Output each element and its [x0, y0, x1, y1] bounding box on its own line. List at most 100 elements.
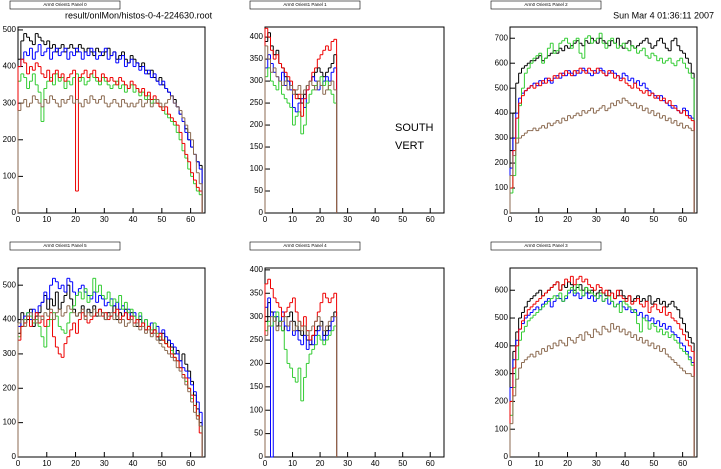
pad-title: Arm0 Orient1 Panel 3: [524, 243, 568, 248]
y-tick-label: 0: [12, 208, 17, 217]
x-tick-label: 20: [71, 459, 80, 468]
y-tick-label: 50: [254, 186, 263, 195]
y-tick-label: 200: [250, 359, 264, 368]
x-tick-label: 0: [508, 459, 513, 468]
pad-title: Arm0 Orient1 Panel 5: [43, 243, 87, 248]
x-tick-label: 30: [343, 459, 352, 468]
x-tick-label: 20: [563, 459, 572, 468]
x-tick-label: 20: [563, 215, 572, 224]
y-tick-label: 500: [3, 280, 17, 289]
y-tick-label: 200: [3, 135, 17, 144]
file-path: result/onlMon/histos-0-4-224630.root: [65, 10, 213, 20]
x-tick-label: 20: [316, 459, 325, 468]
x-tick-label: 40: [129, 215, 138, 224]
y-tick-label: 350: [250, 288, 264, 297]
x-tick-label: 0: [263, 215, 268, 224]
x-tick-label: 40: [129, 459, 138, 468]
y-tick-label: 150: [250, 382, 264, 391]
x-tick-label: 50: [157, 459, 166, 468]
x-tick-label: 0: [508, 215, 513, 224]
y-tick-label: 400: [250, 265, 264, 274]
x-tick-label: 30: [100, 215, 109, 224]
x-tick-label: 40: [371, 459, 380, 468]
y-tick-label: 250: [250, 98, 264, 107]
y-tick-label: 300: [250, 312, 264, 321]
plot-frame: [509, 26, 698, 214]
x-tick-label: 10: [42, 459, 51, 468]
y-tick-label: 500: [495, 313, 509, 322]
y-tick-label: 300: [3, 98, 17, 107]
pad-title-box: [249, 0, 361, 10]
x-tick-label: 0: [16, 215, 21, 224]
y-tick-label: 150: [250, 142, 264, 151]
y-tick-label: 400: [250, 32, 264, 41]
x-tick-label: 50: [649, 215, 658, 224]
y-tick-label: 300: [3, 349, 17, 358]
x-tick-label: 10: [42, 215, 51, 224]
y-tick-label: 50: [254, 429, 263, 438]
y-tick-label: 600: [495, 285, 509, 294]
x-tick-label: 10: [288, 459, 297, 468]
pad-title-box: [490, 241, 602, 251]
x-tick-label: 30: [592, 459, 601, 468]
y-tick-label: 250: [250, 335, 264, 344]
y-tick-label: 400: [495, 108, 509, 117]
y-tick-label: 0: [504, 208, 509, 217]
y-tick-label: 200: [3, 383, 17, 392]
y-tick-label: 100: [3, 418, 17, 427]
x-tick-label: 20: [71, 215, 80, 224]
y-tick-label: 500: [495, 83, 509, 92]
annotation: VERT: [395, 140, 424, 152]
x-tick-label: 20: [316, 215, 325, 224]
pad-title-box: [490, 0, 602, 10]
y-tick-label: 600: [495, 58, 509, 67]
y-tick-label: 400: [495, 341, 509, 350]
x-tick-label: 0: [263, 459, 268, 468]
x-tick-label: 10: [534, 215, 543, 224]
y-tick-label: 300: [250, 76, 264, 85]
y-tick-label: 500: [3, 25, 17, 34]
x-tick-label: 60: [186, 459, 195, 468]
x-tick-label: 0: [16, 459, 21, 468]
y-tick-label: 300: [495, 133, 509, 142]
y-tick-label: 100: [250, 164, 264, 173]
y-tick-label: 300: [495, 369, 509, 378]
pad-title-box: [9, 0, 121, 10]
x-tick-label: 60: [426, 459, 435, 468]
y-tick-label: 100: [250, 405, 264, 414]
x-tick-label: 40: [621, 459, 630, 468]
y-tick-label: 100: [495, 424, 509, 433]
y-tick-label: 350: [250, 54, 264, 63]
y-tick-label: 200: [495, 158, 509, 167]
y-tick-label: 0: [12, 452, 17, 461]
x-tick-label: 30: [343, 215, 352, 224]
pad-title: Arm0 Orient1 Panel 4: [283, 243, 327, 248]
y-tick-label: 200: [250, 120, 264, 129]
pad-title-box: [9, 241, 121, 251]
y-tick-label: 100: [495, 183, 509, 192]
x-tick-label: 30: [592, 215, 601, 224]
x-tick-label: 50: [398, 459, 407, 468]
x-tick-label: 50: [649, 459, 658, 468]
y-tick-label: 0: [259, 208, 264, 217]
x-tick-label: 60: [186, 215, 195, 224]
plot-frame: [509, 267, 698, 458]
y-tick-label: 400: [3, 62, 17, 71]
x-tick-label: 10: [288, 215, 297, 224]
pad-title-box: [249, 241, 361, 251]
y-tick-label: 200: [495, 397, 509, 406]
x-tick-label: 30: [100, 459, 109, 468]
x-tick-label: 50: [398, 215, 407, 224]
x-tick-label: 10: [534, 459, 543, 468]
pad-title: Arm0 Orient1 Panel 2: [524, 2, 568, 7]
timestamp: Sun Mar 4 01:36:11 2007: [613, 10, 714, 20]
x-tick-label: 60: [426, 215, 435, 224]
x-tick-label: 40: [621, 215, 630, 224]
y-tick-label: 0: [259, 452, 264, 461]
x-tick-label: 40: [371, 215, 380, 224]
pad-title: Arm0 Orient1 Panel 0: [43, 2, 87, 7]
pad-title: Arm0 Orient1 Panel 1: [283, 2, 327, 7]
x-tick-label: 60: [678, 215, 687, 224]
